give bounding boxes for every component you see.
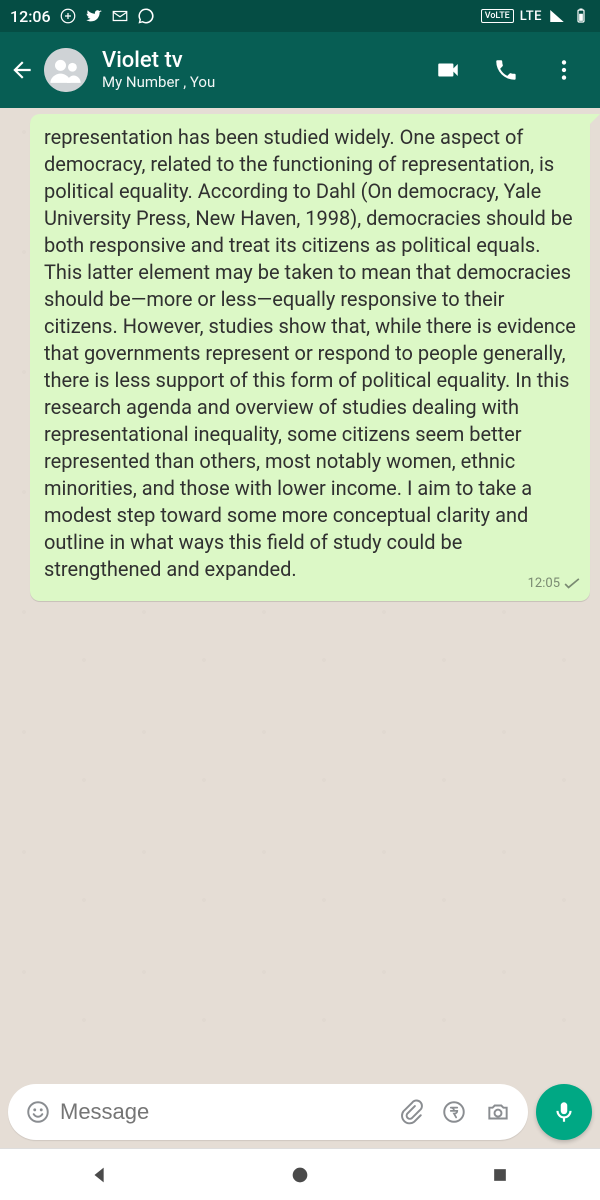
status-app-icon xyxy=(59,7,77,25)
chat-messages-area[interactable]: representation has been studied widely. … xyxy=(0,108,600,1076)
nav-back-button[interactable] xyxy=(76,1151,124,1199)
video-call-button[interactable] xyxy=(420,42,476,98)
outgoing-message-bubble[interactable]: representation has been studied widely. … xyxy=(30,114,590,601)
twitter-icon xyxy=(85,7,103,25)
android-nav-bar xyxy=(0,1148,600,1200)
status-time: 12:06 xyxy=(10,7,51,26)
camera-button[interactable] xyxy=(476,1090,520,1134)
whatsapp-status-icon xyxy=(137,7,155,25)
group-avatar[interactable] xyxy=(44,48,88,92)
voice-call-button[interactable] xyxy=(478,42,534,98)
gmail-icon xyxy=(111,7,129,25)
volte-badge: VoLTE xyxy=(481,9,514,23)
emoji-button[interactable] xyxy=(16,1090,60,1134)
message-meta: 12:05 xyxy=(528,570,580,597)
back-button[interactable] xyxy=(4,42,40,98)
message-text: representation has been studied widely. … xyxy=(44,125,576,581)
message-time: 12:05 xyxy=(528,570,560,597)
payment-button[interactable] xyxy=(432,1090,476,1134)
message-input-row xyxy=(0,1076,600,1148)
chat-title-block[interactable]: Violet tv My Number , You xyxy=(102,49,215,91)
network-label: LTE xyxy=(520,9,542,24)
nav-recent-button[interactable] xyxy=(476,1151,524,1199)
nav-home-button[interactable] xyxy=(276,1151,324,1199)
chat-app-bar: Violet tv My Number , You xyxy=(0,32,600,108)
battery-icon xyxy=(572,7,590,25)
voice-message-button[interactable] xyxy=(536,1084,592,1140)
chat-title: Violet tv xyxy=(102,49,215,73)
message-input-box xyxy=(8,1084,528,1140)
sent-check-icon xyxy=(564,578,580,590)
status-bar: 12:06 VoLTE LTE xyxy=(0,0,600,32)
message-input[interactable] xyxy=(60,1099,388,1125)
more-options-button[interactable] xyxy=(536,42,592,98)
attach-button[interactable] xyxy=(388,1090,432,1134)
chat-subtitle: My Number , You xyxy=(102,73,215,91)
signal-icon xyxy=(548,7,566,25)
